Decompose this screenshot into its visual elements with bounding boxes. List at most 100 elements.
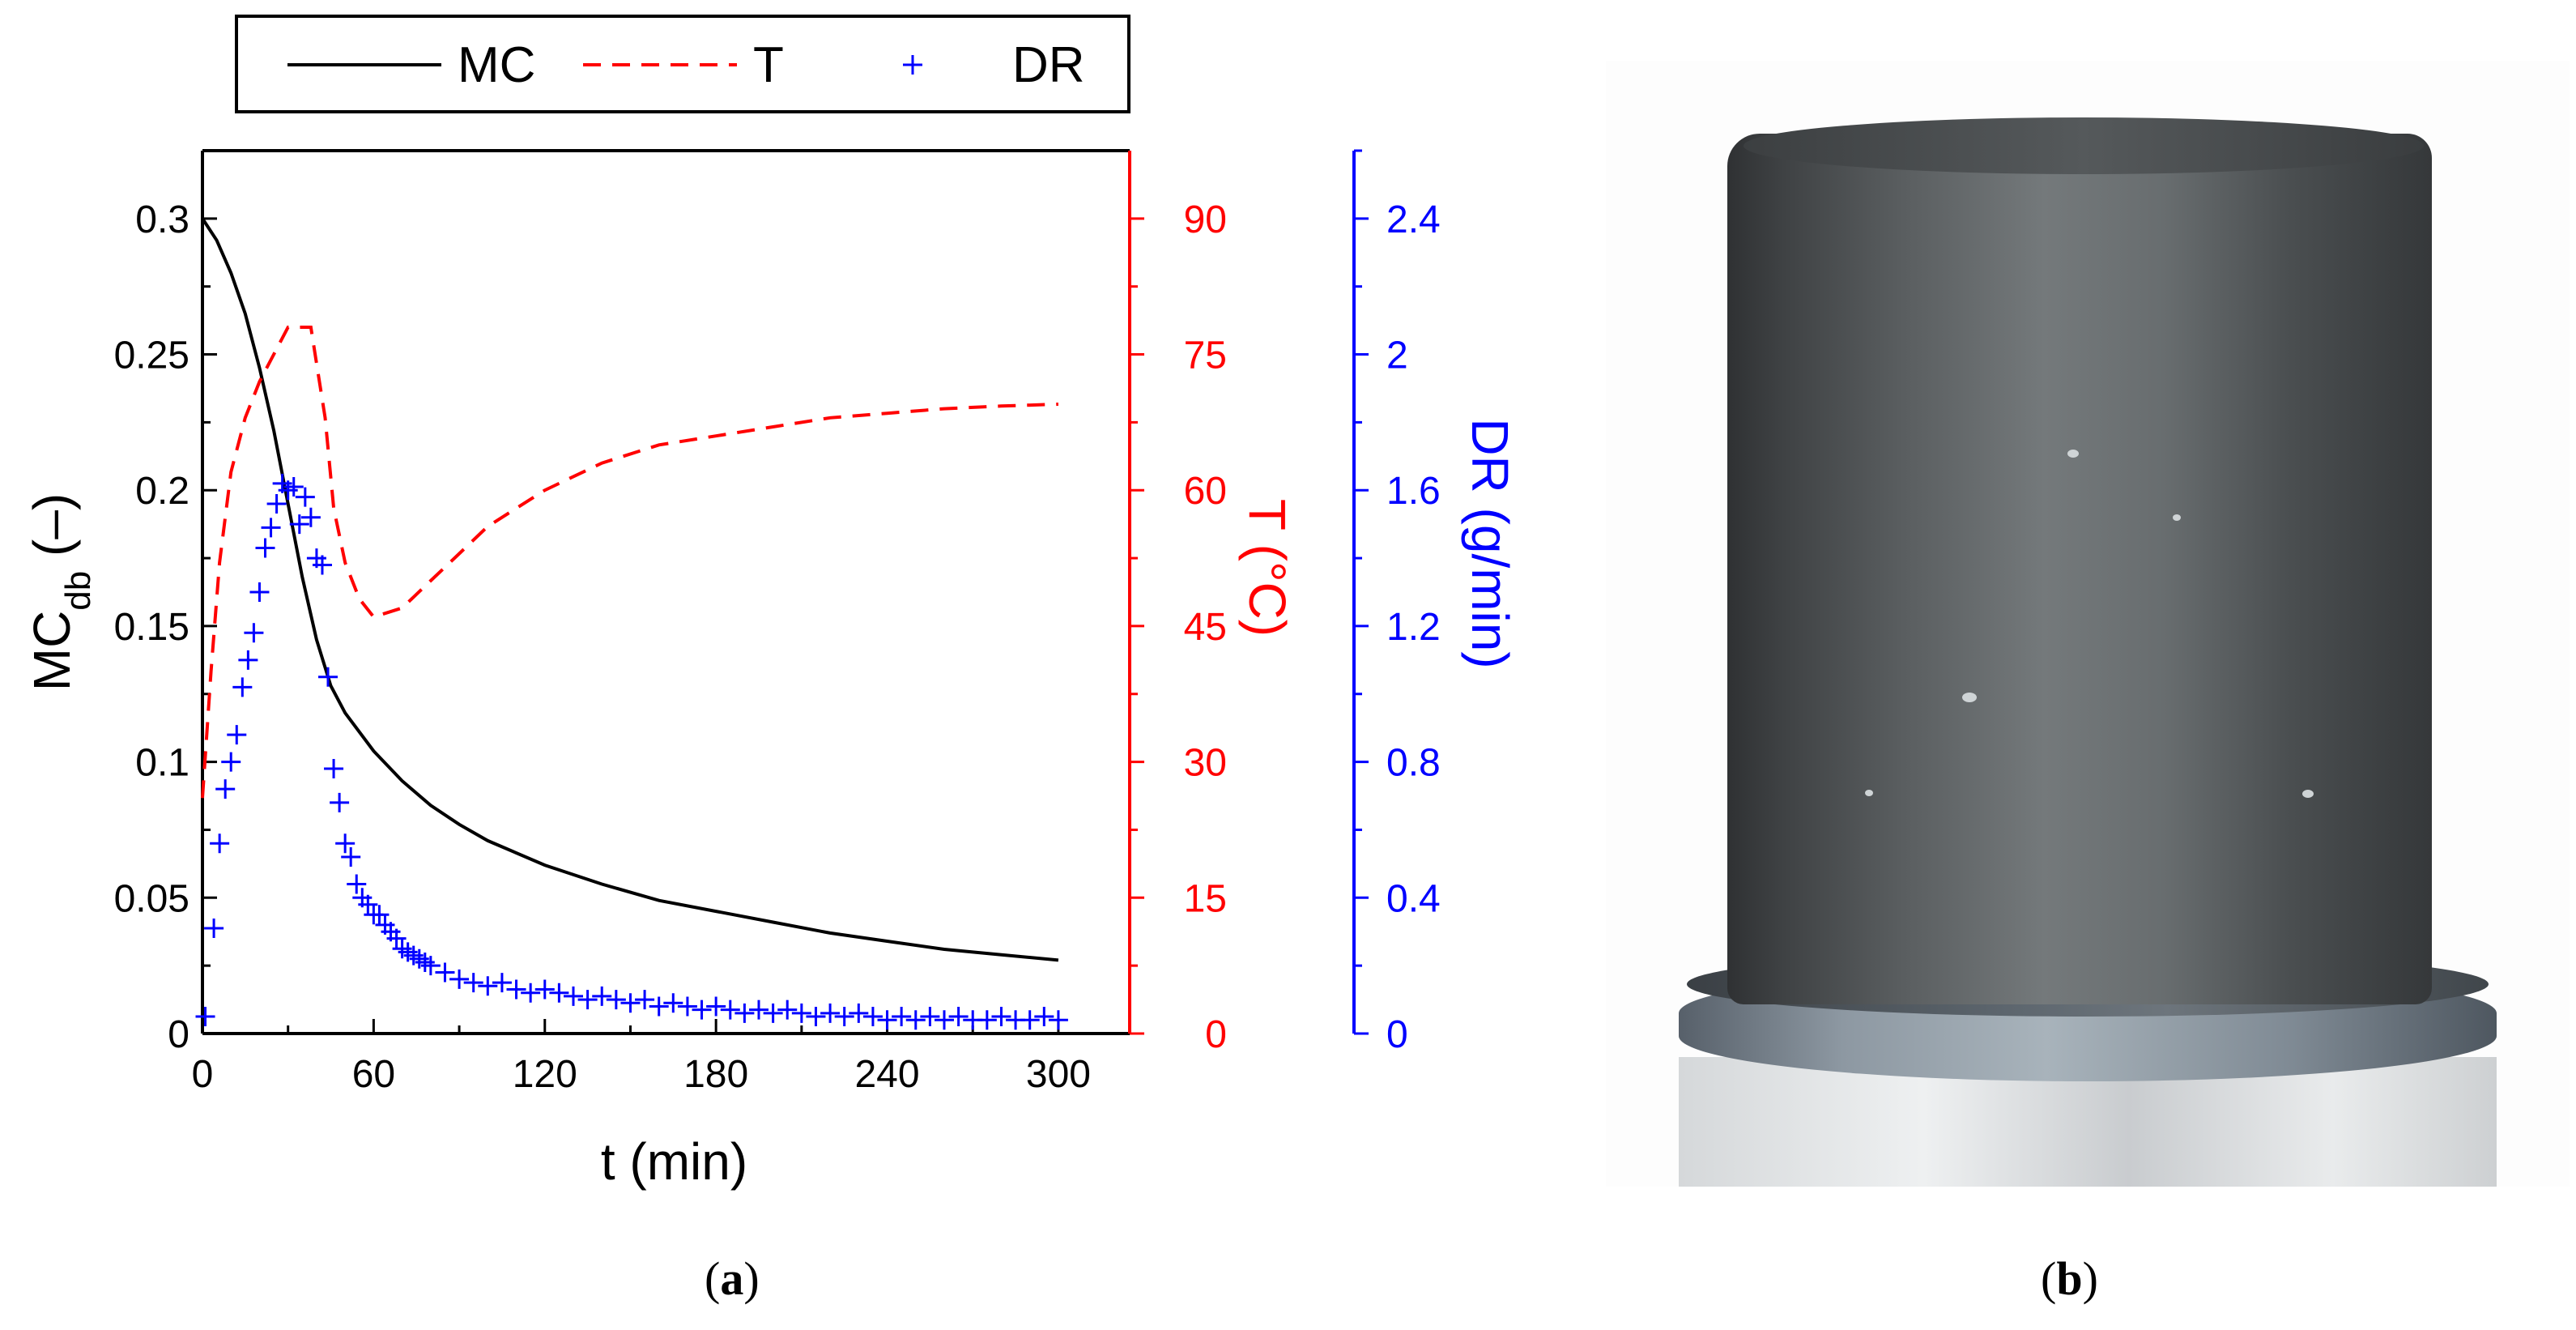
- dr-point: [935, 1010, 954, 1030]
- sample-speck: [2067, 450, 2079, 458]
- dr-axis-title: DR (g/min): [1461, 418, 1519, 668]
- dr-point: [492, 973, 512, 993]
- x-tick-label: 120: [513, 1053, 577, 1096]
- t-tick-label: 90: [1184, 198, 1227, 241]
- dr-point: [734, 1003, 755, 1023]
- dr-point: [977, 1010, 997, 1030]
- dr-point: [330, 792, 350, 812]
- dr-tick-label: 0.4: [1386, 877, 1441, 920]
- dr-point: [834, 1007, 854, 1027]
- dr-tick-label: 0.8: [1386, 742, 1441, 785]
- dr-point: [369, 905, 390, 925]
- dr-point: [706, 996, 726, 1017]
- dr-point: [249, 582, 270, 602]
- dr-point: [335, 833, 356, 854]
- dr-point: [289, 514, 309, 535]
- chart-svg: 0 60 120 180 240 30000.050.10.150.20.250.3015…: [23, 15, 1519, 1191]
- dr-point: [420, 956, 441, 976]
- dried-sample-cylinder: [1727, 134, 2432, 1004]
- dr-point: [806, 1007, 826, 1027]
- dr-point: [255, 538, 275, 558]
- dr-point: [204, 919, 224, 939]
- t-axis-title: T (°C): [1238, 499, 1297, 637]
- dr-point: [283, 477, 304, 497]
- dr-point: [991, 1007, 1011, 1027]
- mc-axis-title: MCdb (–): [23, 493, 98, 691]
- sample-speck: [2173, 514, 2181, 521]
- x-tick-label: 180: [683, 1053, 748, 1096]
- dr-point: [791, 1003, 811, 1023]
- dr-point: [905, 1010, 926, 1030]
- legend-dr-marker: [903, 55, 922, 75]
- dr-point: [1048, 1010, 1068, 1030]
- legend-t-label: T: [753, 37, 784, 93]
- dr-point: [534, 979, 555, 1000]
- mc-tick-label: 0.15: [114, 606, 189, 649]
- sample-speck: [1962, 693, 1977, 702]
- dr-point: [347, 874, 367, 894]
- dr-tick-label: 2.4: [1386, 198, 1441, 241]
- dr-point: [358, 894, 378, 914]
- dr-tick-label: 1.6: [1386, 470, 1441, 513]
- dr-point: [820, 1003, 841, 1023]
- dr-point: [478, 976, 498, 996]
- mc-tick-label: 0.1: [135, 742, 189, 785]
- legend-dr-label: DR: [1012, 37, 1085, 93]
- dr-point: [920, 1007, 940, 1027]
- mc-tick-label: 0.3: [135, 198, 189, 241]
- mc-series-line: [201, 217, 1059, 962]
- x-tick-label: 300: [1026, 1053, 1091, 1096]
- t-tick-label: 60: [1184, 470, 1227, 513]
- x-axis-title: t (min): [601, 1132, 747, 1191]
- dr-point: [1020, 1010, 1040, 1030]
- dr-tick-label: 1.2: [1386, 606, 1441, 649]
- dr-point: [386, 928, 407, 948]
- dr-point: [549, 983, 569, 1003]
- dr-point: [215, 779, 236, 799]
- dr-point: [221, 752, 241, 772]
- x-tick-label: 60: [352, 1053, 395, 1096]
- t-tick-label: 0: [1205, 1013, 1227, 1056]
- dr-point: [463, 973, 483, 993]
- dr-point: [435, 962, 455, 983]
- dr-point: [564, 986, 583, 1006]
- dr-point: [449, 969, 470, 989]
- t-series-line: [201, 326, 1058, 799]
- dr-point: [210, 833, 230, 854]
- dr-point: [238, 650, 258, 670]
- dr-point: [763, 1003, 783, 1023]
- dr-point: [620, 993, 641, 1013]
- dr-tick-label: 0: [1386, 1013, 1408, 1056]
- x-tick-label: 0: [192, 1053, 214, 1096]
- dr-point: [777, 1000, 798, 1020]
- dr-point: [227, 725, 247, 745]
- dr-tick-label: 2: [1386, 335, 1408, 377]
- mc-tick-label: 0.25: [114, 335, 189, 377]
- dr-point: [862, 1007, 883, 1027]
- dr-point: [521, 983, 541, 1003]
- dr-point: [506, 979, 526, 1000]
- t-tick-label: 75: [1184, 335, 1227, 377]
- dr-point: [677, 996, 697, 1017]
- dr-point: [195, 1007, 215, 1027]
- dr-point: [244, 623, 264, 643]
- dr-point: [720, 1000, 740, 1020]
- figure-panel-a: 0 60 120 180 240 300 0 0.05 0.1 0.15 0.2 0.25 0.3 0 15…: [23, 15, 1519, 1191]
- mc-tick-label: 0.2: [135, 470, 189, 513]
- dr-point: [300, 507, 321, 527]
- x-tick-label: 240: [854, 1053, 919, 1096]
- panel-label-b: (b): [2041, 1252, 2098, 1305]
- t-tick-label: 15: [1184, 877, 1227, 920]
- dr-point: [232, 677, 253, 697]
- t-tick-label: 45: [1184, 606, 1227, 649]
- dr-point: [324, 759, 344, 778]
- dr-point: [892, 1007, 912, 1027]
- legend-mc-label: MC: [458, 37, 535, 93]
- dr-point: [312, 555, 332, 575]
- dr-point: [692, 1000, 712, 1020]
- dr-point: [948, 1007, 969, 1027]
- dr-point: [749, 1000, 769, 1020]
- dr-point: [877, 1010, 897, 1030]
- t-tick-label: 30: [1184, 742, 1227, 785]
- dr-point: [318, 667, 338, 687]
